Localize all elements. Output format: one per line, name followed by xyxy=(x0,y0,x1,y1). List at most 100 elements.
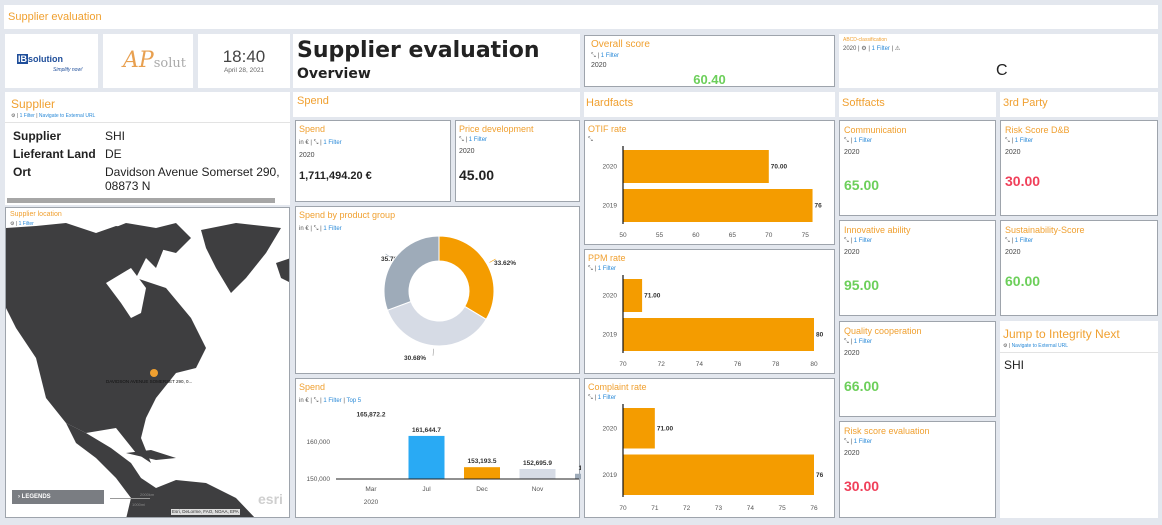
ppm-rate-card[interactable]: PPM rate ⤡ | 1 Filter 71.00 2020 80 2019 70 7… xyxy=(584,249,835,374)
city-row: Ort Davidson Avenue Somerset 290, 08873 N xyxy=(13,165,280,193)
spend-by-product-group-card[interactable]: Spend by product group in € | ⤡ | 1 Filt… xyxy=(295,206,580,374)
map-scale: 2000km 1000mi xyxy=(110,492,154,507)
top5-link[interactable]: Top 5 xyxy=(346,398,362,404)
x-tick-label: 71 xyxy=(651,505,659,512)
jump-to-integrity-next-panel: Jump to Integrity Next ⚙ | Navigate to E… xyxy=(1000,321,1158,518)
filter-link[interactable]: 1 Filter xyxy=(853,439,873,445)
overall-score-card[interactable]: Overall score ⤡ | 1 Filter 2020 60.40 xyxy=(584,35,835,87)
card-year: 2020 xyxy=(844,249,860,256)
kpi-card-sustainability-score[interactable]: Sustainability-Score ⤡ | 1 Filter 2020 6… xyxy=(1000,220,1158,316)
external-url-link[interactable]: Navigate to External URL xyxy=(1011,343,1068,349)
integrity-supplier-value: SHI xyxy=(1004,358,1025,372)
filter-link[interactable]: 1 Filter xyxy=(1014,138,1034,144)
slice-label: 30.68% xyxy=(404,355,426,362)
x-tick-label: 75 xyxy=(802,232,810,239)
data-label: 152,695.9 xyxy=(523,460,552,467)
y-tick-label: 2020 xyxy=(603,293,618,300)
x-tick-label: 76 xyxy=(734,361,742,368)
complaint-rate-card[interactable]: Complaint rate ⤡ | 1 Filter 71.00 2020 76 2… xyxy=(584,378,835,518)
filter-link[interactable]: 1 Filter xyxy=(597,395,617,401)
trend-icon: ⤡ xyxy=(588,266,593,272)
filter-link[interactable]: 1 Filter xyxy=(871,46,890,52)
leader-line xyxy=(385,253,392,259)
column-bar xyxy=(575,473,581,479)
x-tick-label: 55 xyxy=(656,232,664,239)
bar xyxy=(623,408,655,449)
otif-rate-card[interactable]: OTIF rate ⤡ 70.00 2020 76 2019 50 55 60 65 70 75 xyxy=(584,120,835,245)
slice-label: 33.62% xyxy=(494,260,516,267)
filter-link[interactable]: 1 Filter xyxy=(597,266,617,272)
card-title: Complaint rate xyxy=(588,382,647,392)
filter-link[interactable]: 1 Filter xyxy=(1014,238,1034,244)
scale-km-label: 2000km xyxy=(140,492,155,497)
x-tick-label: 74 xyxy=(747,505,755,512)
y-tick-label: 2019 xyxy=(603,203,618,210)
kpi-card-risk-score-evaluation[interactable]: Risk score evaluation ⤡ | 1 Filter 2020 … xyxy=(839,421,996,518)
card-year: 2020 xyxy=(459,148,475,155)
data-label: 70.00 xyxy=(771,164,788,171)
trend-icon: ⤡ xyxy=(459,137,464,143)
price-development-card[interactable]: Price development ⤡ | 1 Filter 2020 45.0… xyxy=(455,120,580,202)
page-subtitle: Overview xyxy=(297,66,371,82)
data-label: 153,193.5 xyxy=(468,458,497,465)
card-meta: ⤡ | 1 Filter xyxy=(844,339,873,345)
filter-link[interactable]: 1 Filter xyxy=(323,140,342,146)
bar xyxy=(623,189,813,222)
trend-icon: ⤡ xyxy=(844,439,849,445)
card-meta: ⤡ | 1 Filter xyxy=(844,439,873,445)
absolut-logo: APsolut xyxy=(103,34,193,88)
x-tick-label: 74 xyxy=(696,361,704,368)
card-year: 2020 xyxy=(844,149,860,156)
otif-bar-chart: 70.00 2020 76 2019 50 55 60 65 70 75 xyxy=(603,146,822,239)
data-label: 161,644.7 xyxy=(412,427,441,434)
filter-link[interactable]: 1 Filter xyxy=(468,137,488,143)
spend-top5-card[interactable]: Spend in € | ⤡ | 1 Filter | Top 5 150,00… xyxy=(295,378,581,518)
supplier-location-marker[interactable] xyxy=(150,369,158,377)
filter-link[interactable]: 1 Filter xyxy=(323,226,342,232)
spend-kpi-card[interactable]: Spend in € | ⤡ | 1 Filter 2020 1,711,494… xyxy=(295,120,451,202)
filter-link[interactable]: 1 Filter xyxy=(853,138,873,144)
horizontal-scrollbar[interactable] xyxy=(7,198,275,203)
card-year: 2020 xyxy=(299,152,315,159)
esri-logo: esri xyxy=(258,491,283,507)
external-url-link[interactable]: Navigate to External URL xyxy=(38,113,96,119)
x-tick-label: Dec xyxy=(476,486,488,493)
donut-chart: 33.62% 35.70% 30.68% xyxy=(381,235,516,362)
chevron-right-icon: › xyxy=(18,494,20,500)
card-meta: ⤡ | 1 Filter xyxy=(844,138,873,144)
card-meta: ⤡ | 1 Filter xyxy=(459,137,488,143)
column-bar xyxy=(519,469,556,479)
filter-link[interactable]: 1 Filter xyxy=(18,221,34,227)
kpi-card-innovative-ability[interactable]: Innovative ability ⤡ | 1 Filter 2020 95.… xyxy=(839,220,996,316)
filter-link[interactable]: 1 Filter xyxy=(853,238,873,244)
y-tick-label: 160,000 xyxy=(307,439,331,446)
overall-score-value: 60.40 xyxy=(693,72,726,87)
x-tick-label: 70 xyxy=(765,232,773,239)
kpi-card-risk-score-d-b[interactable]: Risk Score D&B ⤡ | 1 Filter 2020 30.00 xyxy=(1000,120,1158,216)
trend-icon: ⤡ xyxy=(588,395,593,401)
donut-slice xyxy=(383,235,440,311)
map-canvas[interactable]: DAVIDSON AVENUE SOMERSET 290, 0... xyxy=(6,208,290,518)
kpi-card-quality-cooperation[interactable]: Quality cooperation ⤡ | 1 Filter 2020 66… xyxy=(839,321,996,417)
kpi-value: 65.00 xyxy=(844,177,880,193)
x-group-label: 2020 xyxy=(364,499,379,506)
bar xyxy=(623,318,814,351)
filter-link[interactable]: 1 Filter xyxy=(853,339,873,345)
trend-icon: ⤡ xyxy=(844,138,849,144)
card-title: OTIF rate xyxy=(588,124,627,134)
supplier-location-map[interactable]: DAVIDSON AVENUE SOMERSET 290, 0... Suppl… xyxy=(5,207,290,518)
data-label: 165,872.2 xyxy=(357,411,386,418)
card-meta: ⤡ | 1 Filter xyxy=(588,395,617,401)
trend-icon: ⤡ xyxy=(313,226,319,232)
column-bar xyxy=(408,435,445,479)
filter-link[interactable]: 1 Filter xyxy=(323,398,342,404)
filter-link[interactable]: 1 Filter xyxy=(19,113,35,119)
clock-date: April 28, 2021 xyxy=(223,67,265,74)
kpi-card-communication[interactable]: Communication ⤡ | 1 Filter 2020 65.00 xyxy=(839,120,996,216)
legends-button[interactable]: › LEGENDS xyxy=(12,490,104,504)
x-tick-label: 78 xyxy=(772,361,780,368)
spend-value: 1,711,494.20 € xyxy=(299,170,372,182)
abcd-value: C xyxy=(996,62,1008,79)
filter-link[interactable]: 1 Filter xyxy=(600,53,620,59)
abcd-card[interactable]: ABCD-classification 2020 | ⚙ | 1 Filter … xyxy=(839,34,1158,88)
